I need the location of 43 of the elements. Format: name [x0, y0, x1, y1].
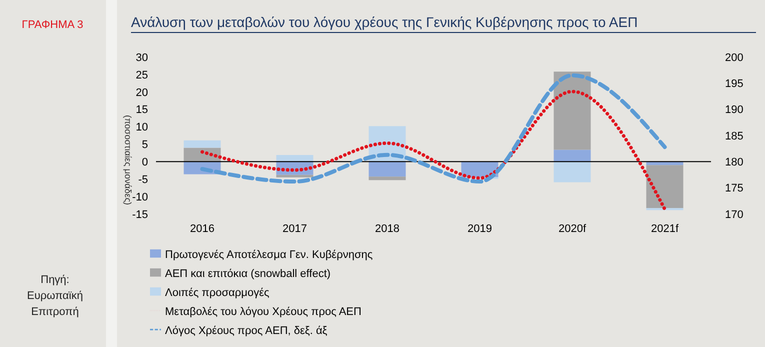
bar [646, 165, 684, 208]
bar [554, 162, 591, 182]
bar [554, 72, 591, 150]
legend-label: Πρωτογενές Αποτέλεσμα Γεν. Κυβέρνησης [165, 249, 373, 261]
text: Πηγή: Ευρωπαϊκή Επιτροπή [26, 273, 84, 320]
y-tick-label: 15 [136, 104, 148, 116]
y-tick-label: -5 [138, 174, 148, 186]
x-tick-label: 2020f [558, 222, 587, 235]
bar [276, 174, 314, 178]
x-tick-label: 2019 [468, 222, 492, 235]
y-axis-title: (ποσοστιαίες μονάδες) [123, 114, 133, 206]
y2-tick-label: 170 [725, 208, 744, 221]
bar [368, 176, 406, 180]
legend-label: Λοιπές προσαρμογές [165, 287, 270, 299]
bar [184, 140, 221, 148]
line-series [200, 90, 666, 211]
legend-label: ΑΕΠ και επιτόκια (snowball effect) [165, 268, 331, 280]
y-tick-label: 20 [136, 86, 148, 99]
y-tick-label: 0 [142, 156, 148, 169]
y2-tick-label: 175 [725, 182, 744, 195]
y-tick-label: -10 [132, 191, 148, 204]
y2-tick-label: 180 [725, 156, 744, 169]
y-tick-label: 25 [136, 69, 148, 82]
y-tick-label: -15 [132, 208, 148, 221]
y-tick-label: 5 [142, 139, 148, 152]
line-series [200, 73, 667, 184]
y2-tick-label: 190 [725, 104, 744, 116]
text: ΓΡΑΦΗΜΑ 3 [20, 19, 84, 31]
y2-tick-label: 200 [725, 52, 744, 64]
y-tick-label: 10 [136, 122, 148, 134]
x-tick-label: 2017 [282, 222, 307, 235]
bar [368, 162, 406, 177]
legend-label: Μεταβολές του λόγου Χρέους προς ΑΕΠ [165, 306, 362, 318]
x-tick-label: 2016 [190, 222, 214, 235]
bar [276, 155, 314, 162]
bar [554, 150, 591, 162]
chart-title: Ανάλυση των μεταβολών του λόγου χρέους της Γενικής Κυβέρνησης προς το ΑΕΠ [131, 14, 756, 33]
x-tick-label: 2021f [650, 222, 680, 235]
y-tick-label: 30 [136, 52, 148, 64]
legend-label: Λόγος Χρέους προς ΑΕΠ, δεξ. άξ [165, 325, 328, 337]
x-tick-label: 2018 [375, 222, 400, 235]
y2-tick-label: 185 [725, 130, 744, 142]
y2-tick-label: 195 [725, 78, 744, 90]
